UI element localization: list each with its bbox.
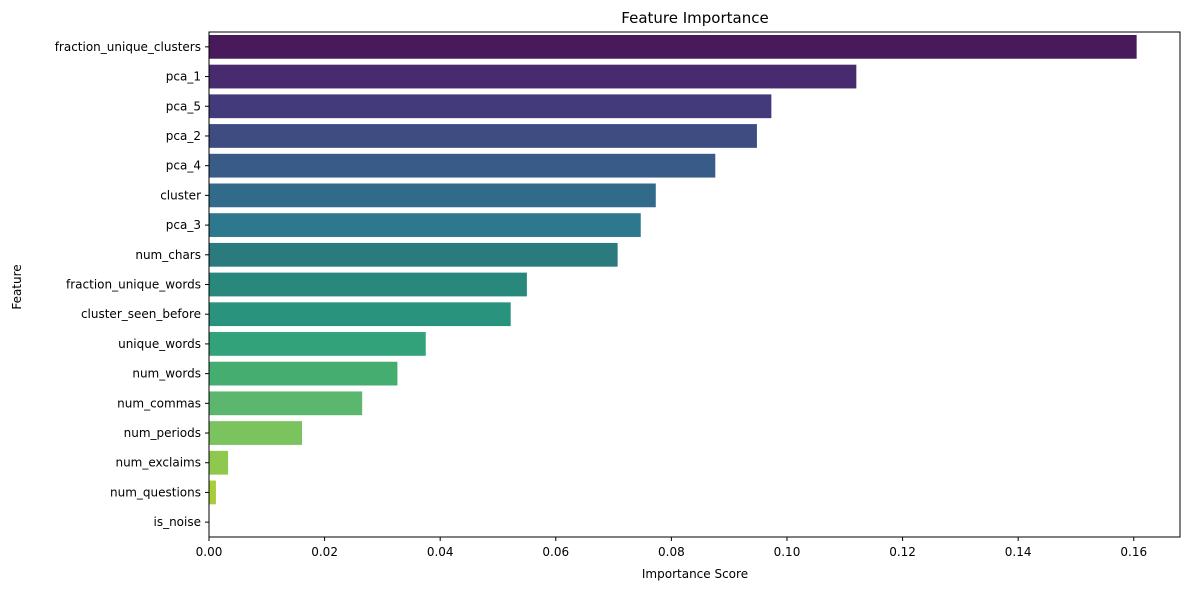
- plot-frame: [208, 31, 1181, 538]
- bar-unique_words: [209, 332, 426, 356]
- y-tick-label: pca_2: [166, 129, 201, 143]
- x-tick-label: 0.14: [1005, 545, 1032, 559]
- y-tick-label: cluster: [160, 188, 201, 202]
- x-tick-label: 0.00: [196, 545, 223, 559]
- y-tick-label: num_questions: [110, 485, 201, 499]
- bar-num_questions: [209, 480, 216, 505]
- x-ticks: 0.00 0.02 0.04 0.06 0.08 0.10 0.12 0.14 0.16: [196, 537, 1147, 559]
- bar-pca_3: [209, 213, 641, 237]
- bar-fraction_unique_clusters: [209, 34, 1137, 59]
- y-tick-label: pca_4: [166, 159, 201, 173]
- axes-border: [208, 31, 1181, 538]
- y-tick-label: cluster_seen_before: [81, 307, 201, 321]
- y-tick-label: fraction_unique_clusters: [55, 40, 201, 54]
- y-tick-label: pca_3: [166, 218, 201, 232]
- y-tick-label: num_commas: [117, 396, 201, 410]
- x-tick-label: 0.12: [889, 545, 916, 559]
- y-tick-label: num_words: [132, 367, 201, 381]
- bar-fraction_unique_words: [209, 272, 527, 297]
- bars-group: [209, 34, 1137, 505]
- bar-num_chars: [209, 242, 618, 267]
- bar-pca_5: [209, 94, 772, 119]
- y-tick-label: pca_1: [166, 70, 201, 84]
- bar-pca_2: [209, 124, 757, 148]
- bar-pca_4: [209, 153, 716, 178]
- x-axis-label: Importance Score: [642, 567, 748, 581]
- y-tick-label: num_periods: [124, 426, 201, 440]
- x-tick-label: 0.06: [542, 545, 569, 559]
- y-tick-label: num_exclaims: [115, 456, 201, 470]
- bar-pca_1: [209, 64, 857, 89]
- y-axis-label: Feature: [10, 264, 24, 309]
- bar-cluster_seen_before: [209, 302, 511, 327]
- x-tick-label: 0.08: [658, 545, 685, 559]
- y-tick-label: pca_5: [166, 99, 201, 113]
- x-tick-label: 0.10: [774, 545, 801, 559]
- y-tick-label: is_noise: [153, 515, 201, 529]
- x-tick-label: 0.16: [1120, 545, 1147, 559]
- bar-cluster: [209, 183, 656, 208]
- x-tick-label: 0.04: [427, 545, 454, 559]
- chart-title: Feature Importance: [621, 9, 768, 27]
- y-tick-label: fraction_unique_words: [66, 278, 201, 292]
- x-tick-label: 0.02: [311, 545, 338, 559]
- y-tick-label: unique_words: [118, 337, 201, 351]
- bar-num_commas: [209, 391, 363, 416]
- bar-num_exclaims: [209, 450, 229, 475]
- y-tick-labels: fraction_unique_clusters pca_1 pca_5 pca_2p…: [55, 40, 209, 529]
- bar-num_words: [209, 361, 398, 386]
- y-tick-label: num_chars: [135, 248, 201, 262]
- bar-num_periods: [209, 421, 303, 445]
